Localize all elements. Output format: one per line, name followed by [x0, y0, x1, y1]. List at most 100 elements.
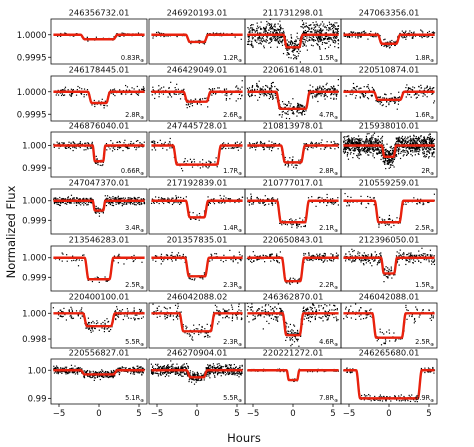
data-point	[95, 162, 97, 164]
data-point	[98, 100, 100, 102]
data-point	[358, 150, 360, 152]
data-point	[412, 147, 415, 149]
panel-title: 211731298.01	[263, 8, 324, 18]
data-point	[421, 141, 423, 143]
data-point	[269, 87, 271, 89]
data-point	[159, 88, 161, 90]
data-point	[324, 255, 326, 258]
data-point	[385, 41, 387, 44]
data-point	[276, 35, 278, 38]
data-point	[201, 277, 203, 279]
data-point	[110, 202, 113, 204]
data-point	[414, 35, 417, 37]
data-point	[351, 142, 353, 145]
data-point	[383, 97, 386, 99]
data-point	[160, 258, 163, 261]
data-point	[432, 92, 434, 95]
data-point	[270, 86, 273, 88]
data-point	[66, 254, 68, 256]
data-point	[365, 135, 368, 138]
data-point	[72, 88, 74, 91]
data-point	[276, 253, 278, 255]
data-point	[78, 259, 80, 261]
data-point	[130, 93, 132, 96]
data-point	[279, 29, 281, 31]
data-point	[389, 149, 392, 152]
data-point	[426, 31, 429, 34]
data-point	[291, 112, 294, 114]
data-point	[422, 139, 424, 141]
data-point	[270, 28, 272, 30]
data-point	[326, 146, 328, 148]
data-point	[297, 225, 299, 227]
data-point	[112, 197, 114, 199]
data-point	[433, 148, 435, 150]
data-point	[389, 164, 391, 166]
data-point	[351, 141, 353, 143]
data-point	[305, 25, 307, 27]
data-point	[249, 255, 251, 257]
data-point	[320, 29, 322, 31]
panel-247063356.01: 247063356.011.8R⊕	[340, 8, 438, 65]
data-point	[321, 89, 323, 91]
data-point	[312, 92, 315, 94]
data-point	[310, 44, 313, 46]
data-point	[170, 258, 173, 260]
data-point	[293, 48, 295, 50]
data-point	[251, 146, 253, 149]
data-point	[268, 148, 271, 150]
data-point	[175, 196, 178, 199]
data-point	[299, 217, 301, 219]
data-point	[393, 41, 395, 43]
data-point	[335, 98, 337, 100]
data-point	[287, 52, 289, 54]
data-point	[303, 225, 305, 228]
data-point	[366, 148, 368, 151]
data-point	[426, 136, 429, 138]
data-point	[177, 202, 179, 204]
data-point	[291, 164, 293, 166]
data-point	[277, 35, 279, 37]
data-point	[398, 100, 400, 102]
model-fit-line	[150, 33, 244, 44]
data-point	[366, 86, 368, 88]
data-point	[367, 87, 370, 89]
data-point	[345, 148, 348, 150]
data-point	[110, 140, 112, 142]
data-point	[303, 32, 305, 34]
data-point	[176, 255, 179, 257]
data-point	[117, 195, 119, 197]
data-point	[304, 41, 306, 43]
data-point	[372, 147, 374, 149]
data-point	[332, 203, 335, 205]
data-point	[252, 24, 254, 26]
data-point	[270, 87, 272, 89]
data-point	[60, 201, 62, 204]
data-point	[101, 98, 103, 100]
data-point	[248, 39, 250, 41]
data-point	[282, 30, 285, 32]
data-point	[326, 96, 328, 98]
data-point	[396, 149, 398, 151]
data-point	[431, 93, 433, 95]
data-point	[229, 198, 232, 200]
panel-210559259.01: 210559259.012.5R⊕	[340, 178, 438, 235]
data-point	[87, 204, 89, 206]
data-point	[414, 148, 416, 151]
data-point	[398, 96, 401, 98]
data-point	[212, 92, 215, 95]
data-point	[323, 148, 325, 150]
data-point	[348, 140, 350, 142]
data-point	[125, 203, 127, 205]
data-point	[415, 93, 417, 95]
data-point	[357, 135, 360, 137]
data-point	[307, 146, 310, 148]
data-point	[332, 40, 334, 42]
data-point	[388, 97, 390, 100]
data-point	[421, 30, 423, 32]
data-point	[415, 151, 417, 153]
data-point	[411, 142, 413, 145]
data-point	[431, 88, 433, 90]
data-point	[394, 143, 396, 146]
